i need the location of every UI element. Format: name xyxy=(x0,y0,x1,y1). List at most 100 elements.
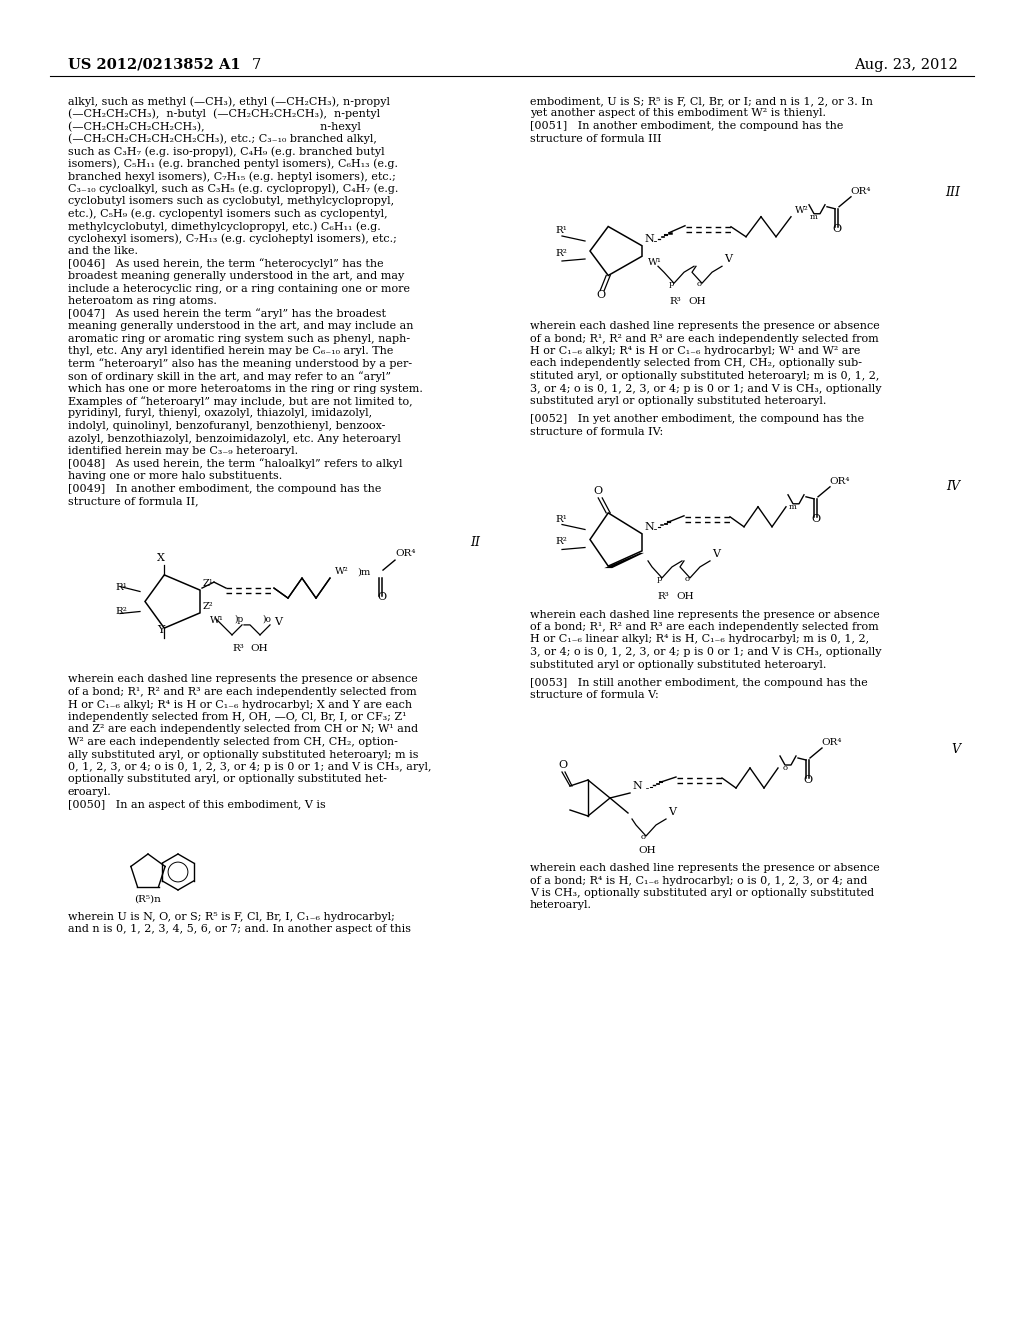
Text: thyl, etc. Any aryl identified herein may be C₆₋₁₀ aryl. The: thyl, etc. Any aryl identified herein ma… xyxy=(68,346,393,356)
Text: (—CH₂CH₂CH₂CH₂CH₃),                                 n-hexyl: (—CH₂CH₂CH₂CH₂CH₃), n-hexyl xyxy=(68,121,360,132)
Text: O: O xyxy=(558,760,567,770)
Text: 3, or 4; o is 0, 1, 2, 3, or 4; p is 0 or 1; and V is CH₃, optionally: 3, or 4; o is 0, 1, 2, 3, or 4; p is 0 o… xyxy=(530,647,882,657)
Text: [0046]   As used herein, the term “heterocyclyl” has the: [0046] As used herein, the term “heteroc… xyxy=(68,259,384,269)
Text: aromatic ring or aromatic ring system such as phenyl, naph-: aromatic ring or aromatic ring system su… xyxy=(68,334,411,343)
Text: Examples of “heteroaryl” may include, but are not limited to,: Examples of “heteroaryl” may include, bu… xyxy=(68,396,413,407)
Text: o: o xyxy=(782,764,787,772)
Text: meaning generally understood in the art, and may include an: meaning generally understood in the art,… xyxy=(68,321,414,331)
Text: m: m xyxy=(790,503,797,511)
Text: US 2012/0213852 A1: US 2012/0213852 A1 xyxy=(68,58,241,73)
Text: O: O xyxy=(596,289,605,300)
Text: W¹: W¹ xyxy=(210,616,224,624)
Text: OH: OH xyxy=(688,297,706,306)
Text: O: O xyxy=(803,775,812,785)
Text: of a bond; R¹, R² and R³ are each independently selected from: of a bond; R¹, R² and R³ are each indepe… xyxy=(530,334,879,343)
Text: H or C₁₋₆ alkyl; R⁴ is H or C₁₋₆ hydrocarbyl; X and Y are each: H or C₁₋₆ alkyl; R⁴ is H or C₁₋₆ hydroca… xyxy=(68,700,412,710)
Text: o: o xyxy=(696,280,701,288)
Text: R²: R² xyxy=(555,249,567,257)
Text: ally substituted aryl, or optionally substituted heteroaryl; m is: ally substituted aryl, or optionally sub… xyxy=(68,750,419,759)
Text: optionally substituted aryl, or optionally substituted het-: optionally substituted aryl, or optional… xyxy=(68,775,387,784)
Text: having one or more halo substituents.: having one or more halo substituents. xyxy=(68,471,283,480)
Text: O: O xyxy=(377,593,386,602)
Text: of a bond; R¹, R² and R³ are each independently selected from: of a bond; R¹, R² and R³ are each indepe… xyxy=(530,622,879,632)
Text: and Z² are each independently selected from CH or N; W¹ and: and Z² are each independently selected f… xyxy=(68,725,418,734)
Text: V: V xyxy=(951,743,961,756)
Text: and the like.: and the like. xyxy=(68,246,138,256)
Text: V: V xyxy=(274,616,282,627)
Text: [0048]   As used herein, the term “haloalkyl” refers to alkyl: [0048] As used herein, the term “haloalk… xyxy=(68,458,402,470)
Text: wherein each dashed line represents the presence or absence: wherein each dashed line represents the … xyxy=(530,610,880,619)
Text: N: N xyxy=(644,521,653,532)
Text: isomers), C₅H₁₁ (e.g. branched pentyl isomers), C₆H₁₃ (e.g.: isomers), C₅H₁₁ (e.g. branched pentyl is… xyxy=(68,158,398,169)
Text: branched hexyl isomers), C₇H₁₅ (e.g. heptyl isomers), etc.;: branched hexyl isomers), C₇H₁₅ (e.g. hep… xyxy=(68,172,396,182)
Text: 7: 7 xyxy=(251,58,261,73)
Text: indolyl, quinolinyl, benzofuranyl, benzothienyl, benzoox-: indolyl, quinolinyl, benzofuranyl, benzo… xyxy=(68,421,385,432)
Text: o: o xyxy=(640,833,645,841)
Text: independently selected from H, OH, —O, Cl, Br, I, or CF₃; Z¹: independently selected from H, OH, —O, C… xyxy=(68,711,407,722)
Text: structure of formula III: structure of formula III xyxy=(530,133,662,144)
Text: OH: OH xyxy=(250,644,267,653)
Text: wherein each dashed line represents the presence or absence: wherein each dashed line represents the … xyxy=(530,863,880,873)
Text: O: O xyxy=(811,513,820,524)
Text: II: II xyxy=(470,536,480,549)
Text: of a bond; R¹, R² and R³ are each independently selected from: of a bond; R¹, R² and R³ are each indepe… xyxy=(68,686,417,697)
Text: OH: OH xyxy=(676,591,693,601)
Text: wherein each dashed line represents the presence or absence: wherein each dashed line represents the … xyxy=(530,321,880,331)
Text: [0051]   In another embodiment, the compound has the: [0051] In another embodiment, the compou… xyxy=(530,121,844,131)
Text: p: p xyxy=(669,280,674,288)
Text: OH: OH xyxy=(638,846,655,855)
Text: R³: R³ xyxy=(657,591,669,601)
Text: embodiment, U is S; R⁵ is F, Cl, Br, or I; and n is 1, 2, or 3. In: embodiment, U is S; R⁵ is F, Cl, Br, or … xyxy=(530,96,873,106)
Text: 0, 1, 2, 3, or 4; o is 0, 1, 2, 3, or 4; p is 0 or 1; and V is CH₃, aryl,: 0, 1, 2, 3, or 4; o is 0, 1, 2, 3, or 4;… xyxy=(68,762,431,772)
Text: structure of formula II,: structure of formula II, xyxy=(68,496,199,506)
Text: m: m xyxy=(810,213,818,220)
Text: V: V xyxy=(668,807,676,817)
Text: heteroaryl.: heteroaryl. xyxy=(530,900,592,911)
Text: [0047]   As used herein the term “aryl” has the broadest: [0047] As used herein the term “aryl” ha… xyxy=(68,309,386,319)
Text: OR⁴: OR⁴ xyxy=(821,738,842,747)
Text: R¹: R¹ xyxy=(555,515,567,524)
Text: methylcyclobutyl, dimethylcyclopropyl, etc.) C₆H₁₁ (e.g.: methylcyclobutyl, dimethylcyclopropyl, e… xyxy=(68,220,381,231)
Text: [0052]   In yet another embodiment, the compound has the: [0052] In yet another embodiment, the co… xyxy=(530,414,864,425)
Text: III: III xyxy=(945,186,961,199)
Text: C₃₋₁₀ cycloalkyl, such as C₃H₅ (e.g. cyclopropyl), C₄H₇ (e.g.: C₃₋₁₀ cycloalkyl, such as C₃H₅ (e.g. cyc… xyxy=(68,183,398,194)
Text: structure of formula IV:: structure of formula IV: xyxy=(530,426,664,437)
Text: X: X xyxy=(158,553,165,562)
Text: etc.), C₅H₉ (e.g. cyclopentyl isomers such as cyclopentyl,: etc.), C₅H₉ (e.g. cyclopentyl isomers su… xyxy=(68,209,388,219)
Text: R³: R³ xyxy=(232,644,244,653)
Text: H or C₁₋₆ alkyl; R⁴ is H or C₁₋₆ hydrocarbyl; W¹ and W² are: H or C₁₋₆ alkyl; R⁴ is H or C₁₋₆ hydroca… xyxy=(530,346,860,356)
Text: wherein U is N, O, or S; R⁵ is F, Cl, Br, I, C₁₋₆ hydrocarbyl;: wherein U is N, O, or S; R⁵ is F, Cl, Br… xyxy=(68,912,395,921)
Text: wherein each dashed line represents the presence or absence: wherein each dashed line represents the … xyxy=(68,675,418,685)
Text: R²: R² xyxy=(115,606,127,615)
Text: heteroatom as ring atoms.: heteroatom as ring atoms. xyxy=(68,296,217,306)
Text: and n is 0, 1, 2, 3, 4, 5, 6, or 7; and. In another aspect of this: and n is 0, 1, 2, 3, 4, 5, 6, or 7; and.… xyxy=(68,924,411,935)
Text: H or C₁₋₆ linear alkyl; R⁴ is H, C₁₋₆ hydrocarbyl; m is 0, 1, 2,: H or C₁₋₆ linear alkyl; R⁴ is H, C₁₋₆ hy… xyxy=(530,635,869,644)
Text: W² are each independently selected from CH, CH₂, option-: W² are each independently selected from … xyxy=(68,737,398,747)
Text: Z¹: Z¹ xyxy=(203,579,214,589)
Text: substituted aryl or optionally substituted heteroaryl.: substituted aryl or optionally substitut… xyxy=(530,396,826,407)
Text: V is CH₃, optionally substituted aryl or optionally substituted: V is CH₃, optionally substituted aryl or… xyxy=(530,888,874,898)
Text: eroaryl.: eroaryl. xyxy=(68,787,112,797)
Text: )m: )m xyxy=(357,568,371,576)
Text: broadest meaning generally understood in the art, and may: broadest meaning generally understood in… xyxy=(68,271,404,281)
Text: W²: W² xyxy=(335,568,349,576)
Text: yet another aspect of this embodiment W² is thienyl.: yet another aspect of this embodiment W²… xyxy=(530,108,826,119)
Text: )p: )p xyxy=(234,615,244,624)
Polygon shape xyxy=(604,553,644,568)
Text: identified herein may be C₃₋₉ heteroaryl.: identified herein may be C₃₋₉ heteroaryl… xyxy=(68,446,298,455)
Text: of a bond; R⁴ is H, C₁₋₆ hydrocarbyl; o is 0, 1, 2, 3, or 4; and: of a bond; R⁴ is H, C₁₋₆ hydrocarbyl; o … xyxy=(530,875,867,886)
Text: (—CH₂CH₂CH₃),  n-butyl  (—CH₂CH₂CH₂CH₃),  n-pentyl: (—CH₂CH₂CH₃), n-butyl (—CH₂CH₂CH₂CH₃), n… xyxy=(68,108,380,119)
Text: OR⁴: OR⁴ xyxy=(850,186,870,195)
Text: R³: R³ xyxy=(669,297,681,306)
Text: structure of formula V:: structure of formula V: xyxy=(530,690,658,701)
Text: o: o xyxy=(684,576,689,583)
Text: son of ordinary skill in the art, and may refer to an “aryl”: son of ordinary skill in the art, and ma… xyxy=(68,371,391,381)
Text: Y: Y xyxy=(158,626,165,635)
Text: W²: W² xyxy=(795,206,809,215)
Text: Z²: Z² xyxy=(203,602,214,611)
Text: O: O xyxy=(593,486,602,496)
Text: OR⁴: OR⁴ xyxy=(395,549,416,558)
Text: each independently selected from CH, CH₂, optionally sub-: each independently selected from CH, CH₂… xyxy=(530,359,862,368)
Text: cyclobutyl isomers such as cyclobutyl, methylcyclopropyl,: cyclobutyl isomers such as cyclobutyl, m… xyxy=(68,195,394,206)
Text: [0053]   In still another embodiment, the compound has the: [0053] In still another embodiment, the … xyxy=(530,678,867,688)
